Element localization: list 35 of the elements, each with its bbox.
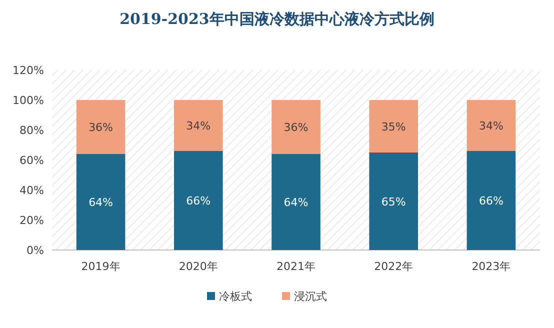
x-tick-label: 2019年 <box>81 260 120 273</box>
y-tick-label: 60% <box>20 154 44 167</box>
bar <box>466 100 516 151</box>
y-tick-label: 20% <box>20 214 44 227</box>
data-label: 34% <box>478 120 504 132</box>
y-tick-label: 80% <box>20 124 44 137</box>
data-label: 65% <box>381 195 406 208</box>
x-tick-label: 2023年 <box>472 260 511 273</box>
x-tick-label: 2022年 <box>374 260 414 273</box>
x-tick-label: 2021年 <box>276 260 316 273</box>
y-tick-label: 0% <box>26 244 44 257</box>
bar <box>76 100 126 154</box>
bar <box>369 152 418 250</box>
y-tick-label: 100% <box>12 94 44 107</box>
x-tick-label: 2020年 <box>178 260 218 273</box>
data-label: 66% <box>478 194 504 208</box>
bar <box>272 100 320 154</box>
bar <box>174 151 223 250</box>
y-tick-label: 120% <box>12 64 44 77</box>
bar <box>76 154 126 250</box>
data-label: 36% <box>284 121 308 134</box>
chart-title: 2019-2023年中国液冷数据中心液冷方式比例 <box>120 10 434 28</box>
data-label: 35% <box>381 120 406 134</box>
bar <box>369 100 418 152</box>
legend-label: 冷板式 <box>219 290 252 303</box>
data-label: 34% <box>186 120 211 132</box>
y-tick-label: 40% <box>20 184 44 197</box>
data-label: 64% <box>88 196 114 209</box>
bar <box>466 151 516 250</box>
data-label: 64% <box>284 196 308 209</box>
legend-label: 浸沉式 <box>294 290 327 303</box>
bar <box>272 154 320 250</box>
data-label: 36% <box>88 121 114 134</box>
data-label: 66% <box>186 194 211 208</box>
bar <box>174 100 223 151</box>
